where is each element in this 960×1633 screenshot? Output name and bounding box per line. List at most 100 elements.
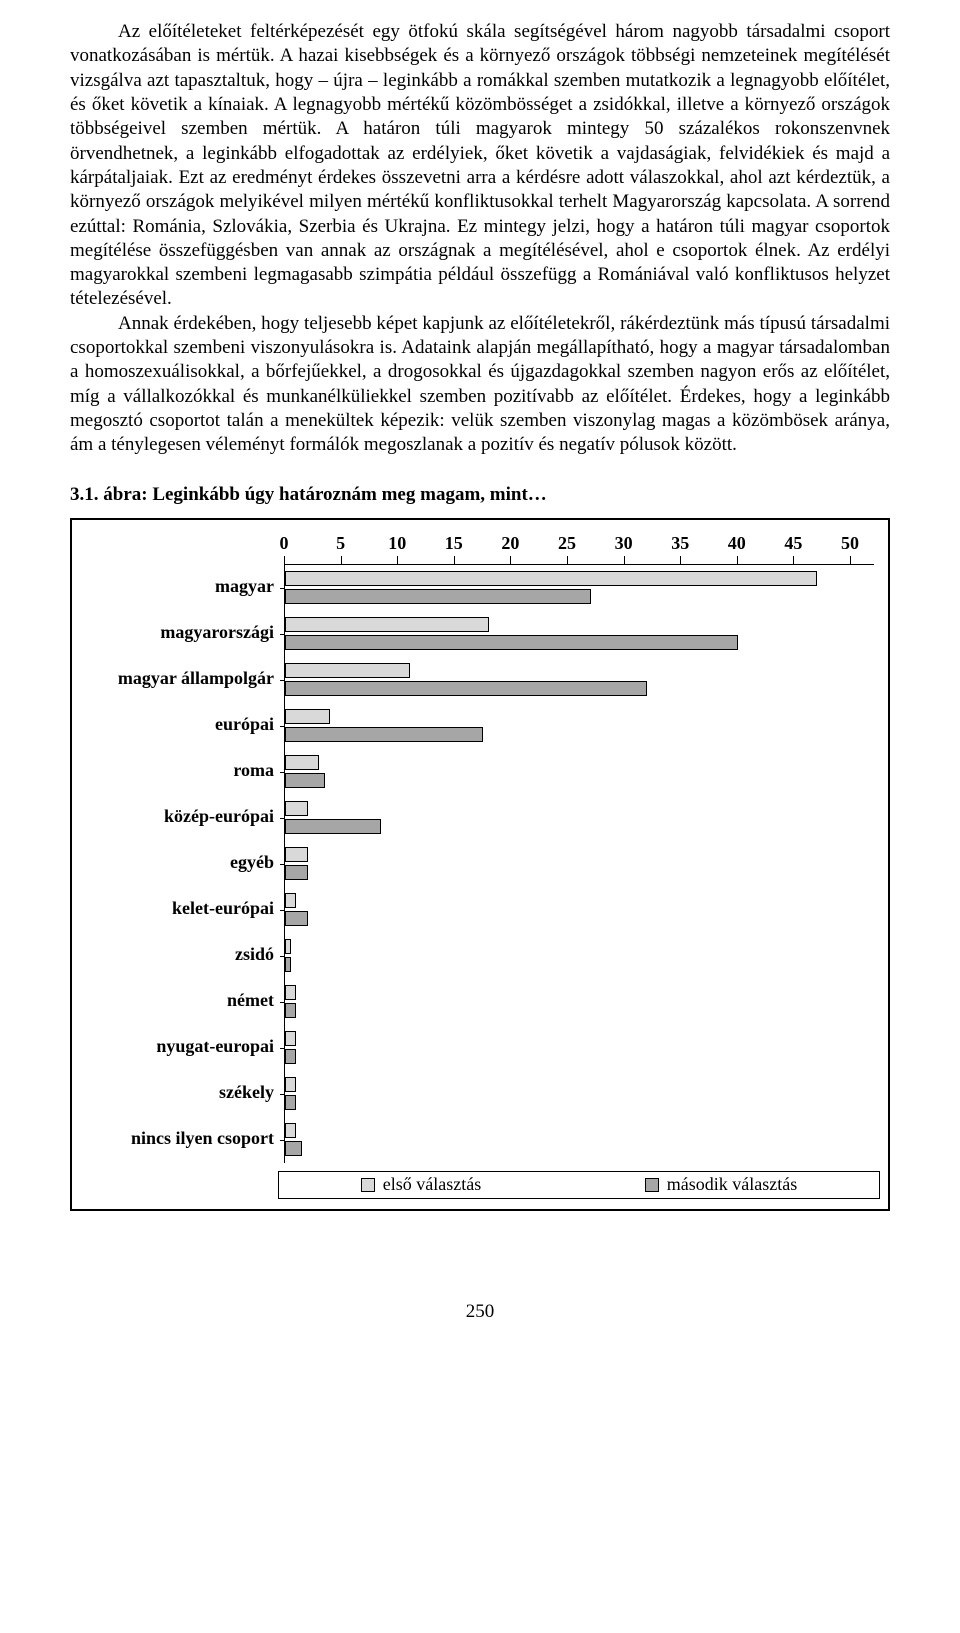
category-label: roma	[86, 748, 284, 794]
bar-first-choice	[285, 709, 330, 724]
chart-legend: első választás második választás	[278, 1171, 880, 1199]
x-tick-mark	[567, 556, 568, 564]
row-tick	[280, 726, 285, 727]
chart-row	[285, 657, 874, 703]
bar-first-choice	[285, 847, 308, 862]
x-tick-mark	[284, 556, 285, 564]
chart-bars-panel: 0 5 10 15 20 25 30 35 40 45 50	[284, 534, 874, 1163]
chart-bars-body	[284, 565, 874, 1163]
bar-second-choice	[285, 1049, 296, 1064]
x-tick-mark	[510, 556, 511, 564]
x-tick-mark	[624, 556, 625, 564]
paragraph-1: Az előítéleteket feltérképezését egy ötf…	[70, 20, 890, 312]
x-tick-label: 40	[728, 534, 746, 552]
row-tick	[280, 680, 285, 681]
bar-second-choice	[285, 727, 483, 742]
category-label: zsidó	[86, 932, 284, 978]
x-tick: 30	[624, 534, 642, 564]
chart-row	[285, 979, 874, 1025]
x-tick-label: 30	[615, 534, 633, 552]
x-tick-label: 25	[558, 534, 576, 552]
chart-row	[285, 841, 874, 887]
bar-second-choice	[285, 773, 325, 788]
category-label: nyugat-europai	[86, 1024, 284, 1070]
category-label: egyéb	[86, 840, 284, 886]
x-tick-label: 20	[501, 534, 519, 552]
chart-container: magyarmagyarországimagyar állampolgáreur…	[70, 518, 890, 1211]
chart-row	[285, 703, 874, 749]
row-tick	[280, 588, 285, 589]
category-label: magyarországi	[86, 610, 284, 656]
x-tick-label: 35	[671, 534, 689, 552]
bar-second-choice	[285, 911, 308, 926]
x-tick-label: 5	[336, 534, 345, 552]
row-tick	[280, 1002, 285, 1003]
bar-second-choice	[285, 819, 381, 834]
category-label: kelet-európai	[86, 886, 284, 932]
category-label: nincs ilyen csoport	[86, 1116, 284, 1162]
bar-second-choice	[285, 1095, 296, 1110]
x-tick-label: 45	[784, 534, 802, 552]
chart-heading: 3.1. ábra: Leginkább úgy határoznám meg …	[70, 484, 890, 506]
x-tick: 25	[567, 534, 585, 564]
row-tick	[280, 1048, 285, 1049]
x-tick-label: 10	[388, 534, 406, 552]
x-tick-mark	[793, 556, 794, 564]
paragraph-2: Annak érdekében, hogy teljesebb képet ka…	[70, 312, 890, 458]
legend-item-first: első választás	[361, 1174, 481, 1195]
chart-row	[285, 1025, 874, 1071]
chart-row	[285, 749, 874, 795]
x-tick-mark	[341, 556, 342, 564]
bar-second-choice	[285, 1003, 296, 1018]
row-tick	[280, 818, 285, 819]
bar-first-choice	[285, 801, 308, 816]
row-tick	[280, 956, 285, 957]
legend-item-second: második választás	[645, 1174, 797, 1195]
x-tick: 5	[341, 534, 350, 564]
x-tick-label: 0	[280, 534, 289, 552]
x-tick: 45	[793, 534, 811, 564]
chart-x-axis: 0 5 10 15 20 25 30 35 40 45 50	[284, 534, 874, 565]
bar-first-choice	[285, 1123, 296, 1138]
x-tick-mark	[850, 556, 851, 564]
chart-plot-area: magyarmagyarországimagyar állampolgáreur…	[86, 534, 874, 1163]
x-tick: 20	[510, 534, 528, 564]
bar-second-choice	[285, 635, 738, 650]
chart-row	[285, 887, 874, 933]
x-tick-mark	[680, 556, 681, 564]
x-tick-mark	[454, 556, 455, 564]
category-label: európai	[86, 702, 284, 748]
bar-first-choice	[285, 939, 291, 954]
row-tick	[280, 864, 285, 865]
category-label: német	[86, 978, 284, 1024]
bar-first-choice	[285, 893, 296, 908]
category-label: magyar állampolgár	[86, 656, 284, 702]
x-tick: 40	[737, 534, 755, 564]
bar-second-choice	[285, 589, 591, 604]
row-tick	[280, 1140, 285, 1141]
category-label: székely	[86, 1070, 284, 1116]
chart-category-labels: magyarmagyarországimagyar állampolgáreur…	[86, 534, 284, 1163]
bar-first-choice	[285, 755, 319, 770]
bar-first-choice	[285, 663, 410, 678]
x-tick: 50	[850, 534, 868, 564]
chart-row	[285, 1117, 874, 1163]
row-tick	[280, 634, 285, 635]
chart-row	[285, 565, 874, 611]
legend-label-second: második választás	[667, 1174, 797, 1195]
bar-second-choice	[285, 1141, 302, 1156]
x-tick: 35	[680, 534, 698, 564]
x-tick: 15	[454, 534, 472, 564]
row-tick	[280, 772, 285, 773]
chart-row	[285, 795, 874, 841]
category-label: közép-európai	[86, 794, 284, 840]
row-tick	[280, 910, 285, 911]
bar-second-choice	[285, 957, 291, 972]
x-tick: 0	[284, 534, 293, 564]
row-tick	[280, 1094, 285, 1095]
x-tick: 10	[397, 534, 415, 564]
chart-row	[285, 1071, 874, 1117]
x-tick-mark	[737, 556, 738, 564]
chart-row	[285, 933, 874, 979]
page-number: 250	[70, 1301, 890, 1323]
